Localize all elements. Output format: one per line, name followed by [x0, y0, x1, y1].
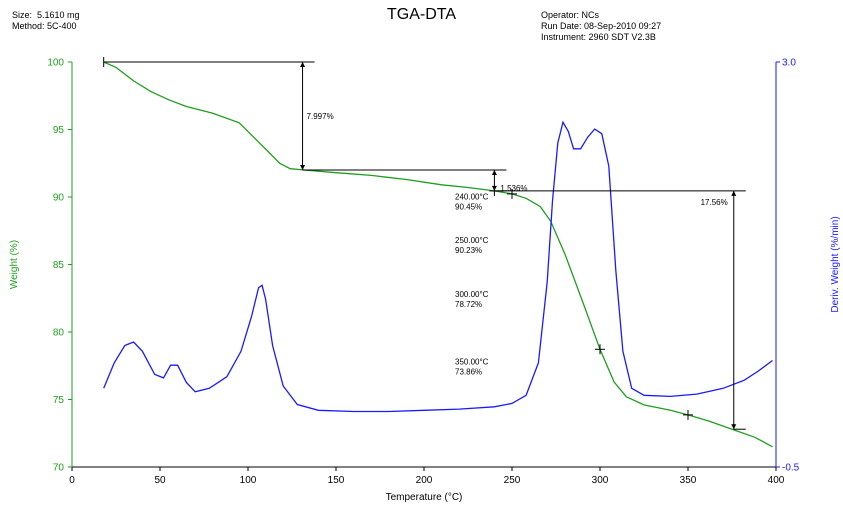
y-tick-label-left: 70	[53, 463, 65, 474]
run-date-label: Run Date:	[541, 21, 582, 31]
x-tick-label: 0	[69, 475, 75, 486]
marker-temp-label: 350.00°C	[455, 357, 489, 366]
y-axis-label-left: Weight (%)	[9, 240, 20, 289]
marker-weight-label: 78.72%	[455, 300, 482, 309]
y-tick-label-left: 95	[53, 125, 65, 136]
chart-title: TGA-DTA	[386, 6, 457, 23]
deriv-weight-line	[103, 120, 773, 413]
marker-temp-label: 250.00°C	[455, 236, 489, 245]
x-tick-label: 150	[328, 475, 345, 486]
arrow-head	[300, 62, 306, 67]
arrow-head	[731, 424, 737, 430]
marker-weight-label: 90.45%	[455, 203, 482, 212]
marker-temp-label: 300.00°C	[455, 290, 489, 299]
instrument-value: 2960 SDT V2.3B	[588, 32, 656, 42]
x-tick-label: 200	[416, 475, 433, 486]
x-tick-label: 400	[768, 475, 785, 486]
y-tick-label-left: 90	[53, 193, 65, 204]
x-tick-label: 250	[504, 475, 521, 486]
operator-row: Operator: NCs	[541, 10, 661, 21]
run-date-value: 08-Sep-2010 09:27	[584, 21, 662, 31]
method-value: 5C-400	[47, 21, 77, 31]
size-value: 5.1610 mg	[37, 10, 80, 20]
x-axis-label: Temperature (°C)	[386, 492, 463, 503]
marker-temp-label: 240.00°C	[455, 193, 489, 202]
method-row: Method: 5C-400	[12, 21, 80, 32]
y-tick-label-right: 3.0	[782, 58, 796, 69]
weight-line	[103, 61, 773, 448]
step-percent-label: 7.997%	[307, 112, 334, 121]
run-date-row: Run Date: 08-Sep-2010 09:27	[541, 21, 661, 32]
x-tick-label: 100	[240, 475, 257, 486]
step-percent-label: 1.536%	[500, 184, 527, 193]
y-tick-label-left: 100	[47, 58, 64, 69]
x-tick-label: 300	[592, 475, 609, 486]
header-left: Size: 5.1610 mg Method: 5C-400	[12, 10, 80, 32]
x-tick-label: 350	[680, 475, 697, 486]
size-row: Size: 5.1610 mg	[12, 10, 80, 21]
operator-value: NCs	[581, 10, 600, 20]
y-tick-label-right: -0.5	[782, 463, 800, 474]
y-tick-label-left: 75	[53, 395, 65, 406]
y-axis-label-right: Deriv. Weight (%/min)	[830, 216, 841, 312]
arrow-head	[491, 170, 497, 175]
method-label: Method:	[12, 21, 45, 31]
y-tick-label-left: 85	[53, 260, 65, 271]
arrow-head	[300, 165, 306, 170]
step-percent-label: 17.56%	[701, 198, 728, 207]
instrument-row: Instrument: 2960 SDT V2.3B	[541, 32, 661, 43]
instrument-label: Instrument:	[541, 32, 587, 42]
operator-label: Operator:	[541, 10, 580, 20]
header-right: Operator: NCs Run Date: 08-Sep-2010 09:2…	[541, 10, 661, 43]
arrow-head	[731, 190, 737, 196]
x-tick-label: 50	[154, 475, 166, 486]
marker-weight-label: 90.23%	[455, 246, 482, 255]
marker-weight-label: 73.86%	[455, 367, 482, 376]
size-label: Size:	[12, 10, 33, 20]
y-tick-label-left: 80	[53, 328, 65, 339]
